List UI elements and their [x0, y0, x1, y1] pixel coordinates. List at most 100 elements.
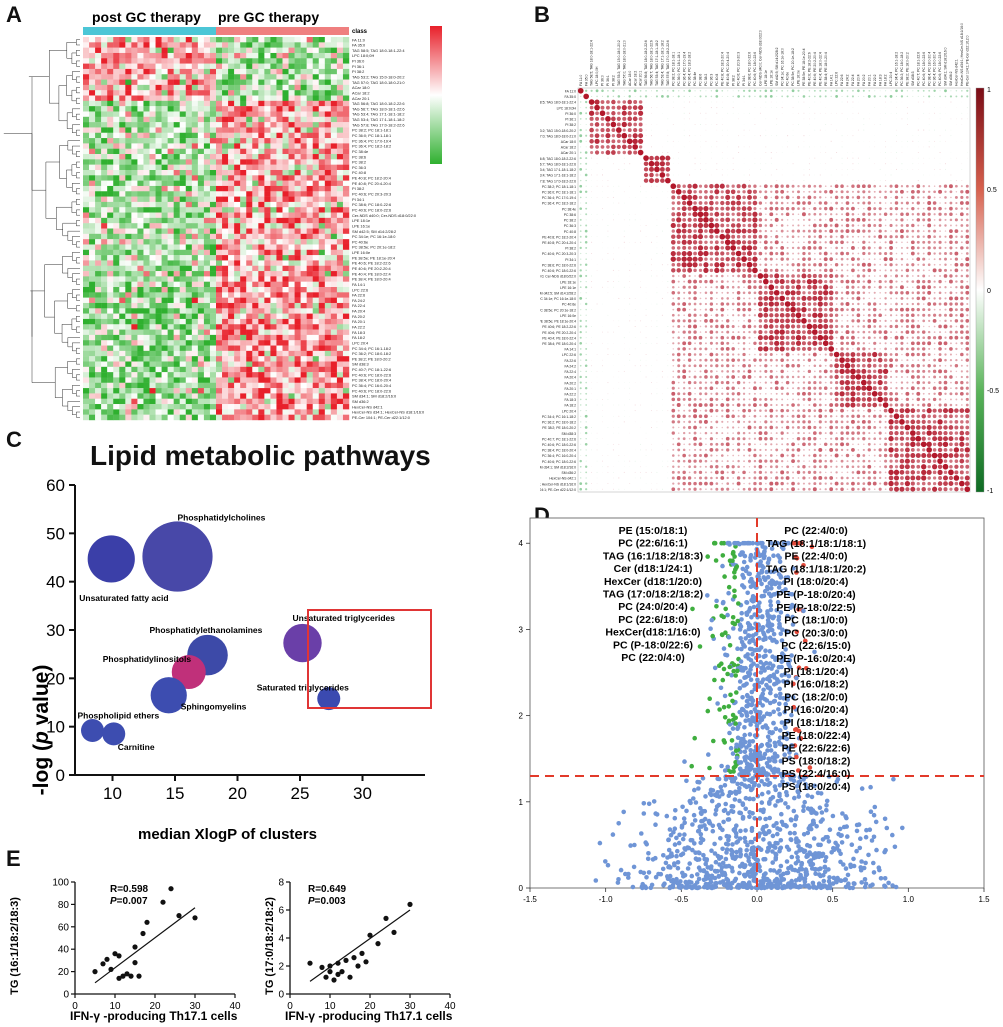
correlation-dot [884, 195, 888, 199]
heatmap-cell [143, 47, 150, 54]
heatmap-cell [101, 297, 108, 304]
heatmap-cell [173, 287, 180, 293]
heatmap-cell [330, 74, 338, 80]
heatmap-cell [191, 42, 199, 48]
heatmap-cell [89, 271, 96, 277]
correlation-dot [676, 223, 681, 228]
heatmap-cell [216, 249, 223, 256]
heatmap-cell [179, 180, 186, 187]
heatmap-cell [167, 313, 174, 320]
correlation-dot [776, 101, 778, 103]
correlation-dot [939, 107, 941, 108]
heatmap-cell [161, 361, 168, 368]
heatmap-cell [342, 148, 350, 155]
heatmap-cell [197, 302, 205, 309]
heatmap-cell [101, 356, 108, 362]
heatmap-cell [324, 212, 332, 219]
correlation-dot [769, 212, 774, 217]
heatmap-cell [179, 154, 186, 160]
correlation-dot [611, 111, 616, 116]
heatmap-cell [282, 132, 289, 139]
heatmap-row-label: FA 11:0 [352, 37, 366, 42]
heatmap-cell [270, 201, 277, 208]
heatmap-cell [336, 207, 344, 213]
heatmap-cell [270, 68, 277, 75]
heatmap-cell [324, 302, 332, 309]
heatmap-cell [306, 292, 313, 298]
correlation-dot [633, 127, 638, 133]
correlation-dot [825, 112, 827, 114]
correlation-dot [890, 202, 893, 204]
correlation-dot [911, 185, 914, 188]
heatmap-cell [137, 207, 144, 213]
heatmap-cell [222, 329, 229, 336]
correlation-dot [748, 174, 751, 176]
heatmap-cell [185, 228, 193, 235]
correlation-dot [791, 201, 795, 205]
correlation-dot [585, 168, 587, 171]
correlation-dot [607, 230, 609, 232]
heatmap-cell [155, 223, 162, 229]
heatmap-cell [101, 340, 108, 346]
correlation-dot [709, 195, 714, 200]
heatmap-cell [161, 180, 168, 187]
heatmap-cell [264, 164, 271, 171]
heatmap-cell [264, 169, 271, 176]
heatmap-cell [246, 334, 253, 341]
correlation-dot [687, 206, 692, 211]
heatmap-cell [155, 356, 162, 362]
correlation-dot [638, 128, 643, 133]
heatmap-cell [240, 271, 247, 277]
heatmap-cell [228, 409, 235, 415]
heatmap-cell [155, 95, 162, 102]
heatmap-cell [324, 377, 332, 383]
heatmap-cell [318, 281, 326, 288]
heatmap-cell [288, 175, 295, 181]
heatmap-cell [342, 217, 350, 224]
correlation-dot [907, 169, 908, 170]
heatmap-cell [330, 148, 338, 155]
heatmap-cell [330, 377, 338, 383]
heatmap-cell [342, 138, 350, 144]
correlation-dot [852, 118, 854, 120]
heatmap-cell [89, 308, 96, 314]
correlation-dot [580, 107, 582, 109]
heatmap-cell [209, 350, 217, 357]
correlation-dot [819, 95, 822, 98]
correlation-dot [792, 163, 794, 165]
correlation-dot [759, 112, 761, 114]
correlation-dot [683, 146, 685, 148]
correlation-dot [643, 178, 649, 183]
heatmap-cell [252, 366, 259, 373]
heatmap-cell [216, 324, 223, 330]
heatmap-cell [197, 292, 205, 298]
heatmap-cell [282, 329, 289, 336]
correlation-dot [627, 99, 632, 105]
matrix-column-label: PE-Cer 104:1; PE-Cer d22:1/12:0 [965, 35, 969, 86]
correlation-dot [873, 95, 876, 98]
correlation-dot [895, 190, 898, 194]
heatmap-cell [216, 382, 223, 389]
correlation-dot [673, 146, 674, 148]
heatmap-cell [246, 223, 253, 229]
heatmap-cell [330, 58, 338, 64]
heatmap-cell [342, 356, 350, 362]
heatmap-cell [330, 127, 338, 133]
heatmap-cell [149, 63, 156, 70]
heatmap-cell [306, 217, 313, 224]
heatmap-cell [264, 143, 271, 149]
heatmap-cell [234, 414, 241, 421]
heatmap-cell [324, 196, 332, 203]
heatmap-cell [276, 58, 283, 64]
heatmap-cell [306, 84, 313, 91]
heatmap-cell [228, 63, 235, 70]
heatmap-cell [300, 52, 307, 59]
heatmap-cell [95, 127, 102, 133]
heatmap-cell [258, 180, 265, 187]
correlation-dot [792, 174, 794, 176]
heatmap-cell [161, 281, 168, 288]
correlation-dot [873, 190, 876, 193]
heatmap-cell [185, 302, 193, 309]
correlation-dot [895, 213, 898, 216]
heatmap-cell [101, 52, 108, 59]
